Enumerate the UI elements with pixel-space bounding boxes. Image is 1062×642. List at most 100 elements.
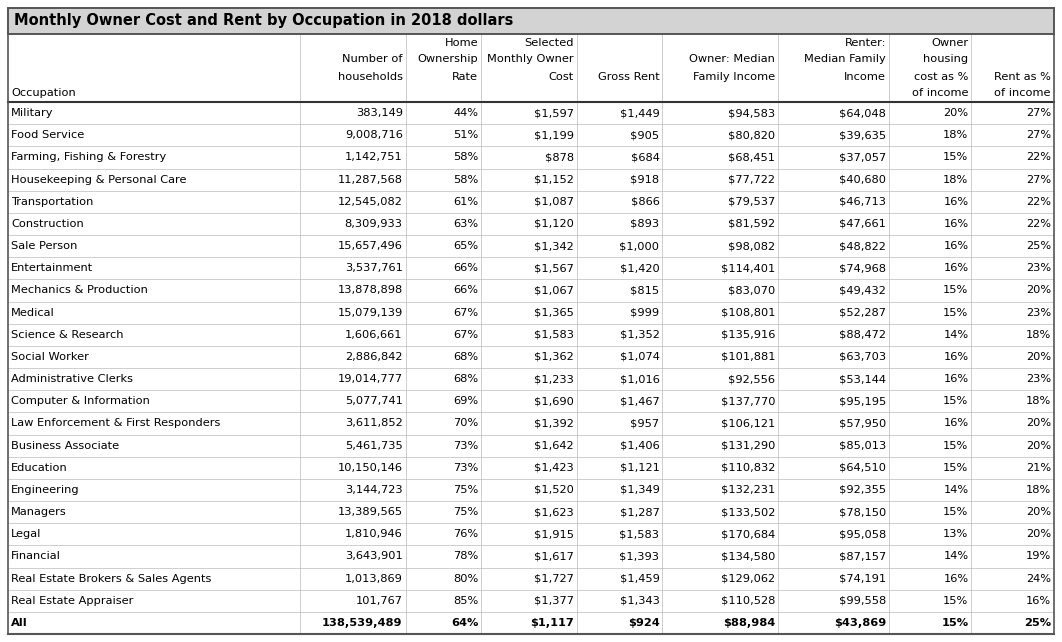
Text: $1,152: $1,152 — [534, 175, 573, 185]
Text: 80%: 80% — [452, 573, 478, 584]
Text: 22%: 22% — [1026, 152, 1051, 162]
Text: $1,365: $1,365 — [534, 308, 573, 318]
Text: Medical: Medical — [11, 308, 55, 318]
Text: $98,082: $98,082 — [729, 241, 775, 251]
Text: 75%: 75% — [452, 507, 478, 517]
Text: $1,690: $1,690 — [534, 396, 573, 406]
Bar — [8, 146, 1054, 168]
Text: $1,287: $1,287 — [619, 507, 660, 517]
Text: $87,157: $87,157 — [839, 551, 886, 561]
Text: 73%: 73% — [452, 463, 478, 473]
Text: 3,537,761: 3,537,761 — [345, 263, 402, 273]
Text: $110,832: $110,832 — [721, 463, 775, 473]
Text: $131,290: $131,290 — [721, 440, 775, 451]
Text: 138,539,489: 138,539,489 — [322, 618, 402, 628]
Bar — [8, 346, 1054, 368]
Text: $99,558: $99,558 — [839, 596, 886, 606]
Text: Monthly Owner: Monthly Owner — [487, 55, 573, 64]
Bar — [8, 279, 1054, 302]
Text: 23%: 23% — [1026, 308, 1051, 318]
Text: $893: $893 — [630, 219, 660, 229]
Text: 16%: 16% — [943, 219, 969, 229]
Text: 24%: 24% — [1026, 573, 1051, 584]
Text: 20%: 20% — [943, 108, 969, 118]
Bar — [8, 390, 1054, 412]
Text: 15%: 15% — [943, 286, 969, 295]
Text: Social Worker: Social Worker — [11, 352, 89, 362]
Text: Food Service: Food Service — [11, 130, 84, 140]
Text: $106,121: $106,121 — [721, 419, 775, 428]
Text: Rate: Rate — [452, 71, 478, 82]
Text: $1,467: $1,467 — [619, 396, 660, 406]
Text: 5,077,741: 5,077,741 — [345, 396, 402, 406]
Text: 3,611,852: 3,611,852 — [345, 419, 402, 428]
Text: 15,079,139: 15,079,139 — [338, 308, 402, 318]
Text: of income: of income — [994, 89, 1051, 98]
Text: $1,423: $1,423 — [534, 463, 573, 473]
Text: 2,886,842: 2,886,842 — [345, 352, 402, 362]
Text: 65%: 65% — [453, 241, 478, 251]
Text: 25%: 25% — [1024, 618, 1051, 628]
Text: $88,984: $88,984 — [723, 618, 775, 628]
Text: $1,406: $1,406 — [619, 440, 660, 451]
Text: 13%: 13% — [943, 529, 969, 539]
Text: 70%: 70% — [452, 419, 478, 428]
Text: $878: $878 — [545, 152, 573, 162]
Text: $1,617: $1,617 — [534, 551, 573, 561]
Text: $1,567: $1,567 — [534, 263, 573, 273]
Text: Median Family: Median Family — [804, 55, 886, 64]
Text: 15%: 15% — [943, 308, 969, 318]
Text: $1,362: $1,362 — [534, 352, 573, 362]
Text: 14%: 14% — [943, 330, 969, 340]
Text: $924: $924 — [628, 618, 660, 628]
Text: Selected: Selected — [525, 37, 573, 48]
Bar — [8, 168, 1054, 191]
Text: Financial: Financial — [11, 551, 61, 561]
Bar — [8, 412, 1054, 435]
Text: 10,150,146: 10,150,146 — [338, 463, 402, 473]
Text: 20%: 20% — [1026, 286, 1051, 295]
Text: 23%: 23% — [1026, 263, 1051, 273]
Text: 13,878,898: 13,878,898 — [338, 286, 402, 295]
Text: 67%: 67% — [453, 308, 478, 318]
Text: $684: $684 — [631, 152, 660, 162]
Text: Number of: Number of — [342, 55, 402, 64]
Bar — [8, 501, 1054, 523]
Text: 20%: 20% — [1026, 529, 1051, 539]
Text: $68,451: $68,451 — [729, 152, 775, 162]
Text: $1,377: $1,377 — [534, 596, 573, 606]
Text: 67%: 67% — [453, 330, 478, 340]
Text: 11,287,568: 11,287,568 — [338, 175, 402, 185]
Text: Owner: Median: Owner: Median — [689, 55, 775, 64]
Text: $37,057: $37,057 — [839, 152, 886, 162]
Text: $134,580: $134,580 — [721, 551, 775, 561]
Text: 27%: 27% — [1026, 130, 1051, 140]
Text: Administrative Clerks: Administrative Clerks — [11, 374, 133, 384]
Text: cost as %: cost as % — [914, 71, 969, 82]
Text: 13,389,565: 13,389,565 — [338, 507, 402, 517]
Text: 15,657,496: 15,657,496 — [338, 241, 402, 251]
Text: $1,459: $1,459 — [619, 573, 660, 584]
Text: $95,195: $95,195 — [839, 396, 886, 406]
Bar — [8, 523, 1054, 545]
Text: $92,355: $92,355 — [839, 485, 886, 495]
Text: Income: Income — [844, 71, 886, 82]
Text: Family Income: Family Income — [693, 71, 775, 82]
Text: $101,881: $101,881 — [721, 352, 775, 362]
Text: 16%: 16% — [1026, 596, 1051, 606]
Bar — [8, 8, 1054, 34]
Text: $110,528: $110,528 — [721, 596, 775, 606]
Text: 16%: 16% — [943, 196, 969, 207]
Text: $866: $866 — [631, 196, 660, 207]
Text: 22%: 22% — [1026, 196, 1051, 207]
Bar — [8, 213, 1054, 235]
Text: $43,869: $43,869 — [834, 618, 886, 628]
Text: All: All — [11, 618, 28, 628]
Text: 78%: 78% — [452, 551, 478, 561]
Text: 20%: 20% — [1026, 352, 1051, 362]
Text: 14%: 14% — [943, 551, 969, 561]
Text: $1,342: $1,342 — [534, 241, 573, 251]
Text: 19,014,777: 19,014,777 — [338, 374, 402, 384]
Text: 66%: 66% — [453, 286, 478, 295]
Text: 18%: 18% — [943, 130, 969, 140]
